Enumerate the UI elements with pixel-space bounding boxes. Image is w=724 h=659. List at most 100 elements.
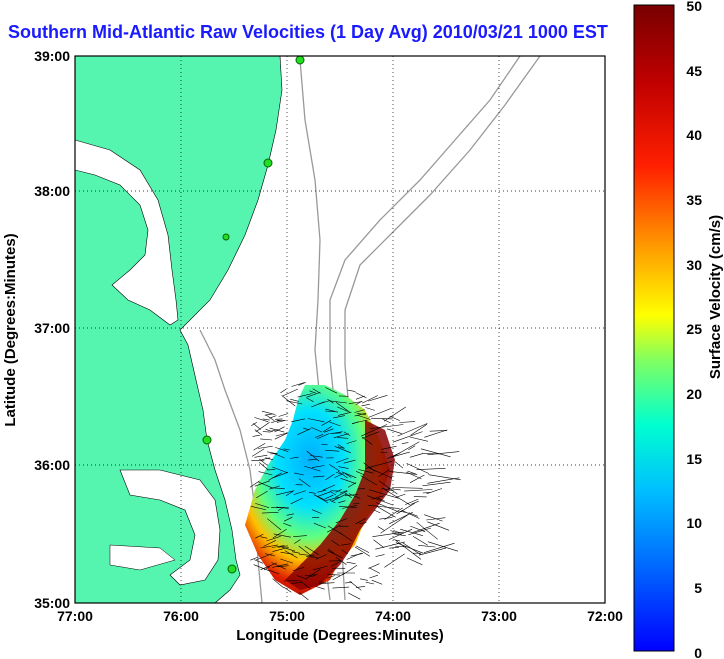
x-tick-label: 76:00 <box>163 608 199 624</box>
velocity-vector <box>413 522 440 533</box>
velocity-vector <box>336 457 349 463</box>
velocity-vector <box>327 524 341 533</box>
velocity-vector <box>275 490 294 496</box>
velocity-vectors <box>249 382 461 601</box>
velocity-vector <box>368 563 380 569</box>
velocity-vector <box>335 471 342 475</box>
velocity-vector <box>391 441 420 458</box>
velocity-vector <box>358 469 374 474</box>
velocity-vector <box>306 556 318 558</box>
velocity-vector <box>410 525 426 533</box>
velocity-vector <box>416 468 446 470</box>
velocity-vector <box>361 436 373 445</box>
velocity-vector <box>314 434 324 438</box>
colorbar-tick: 5 <box>694 580 702 596</box>
velocity-vector <box>355 401 363 406</box>
velocity-vector <box>332 572 346 581</box>
velocity-vector <box>406 463 430 474</box>
velocity-vector <box>409 453 423 458</box>
velocity-vector <box>290 398 299 402</box>
x-tick-label: 74:00 <box>375 608 411 624</box>
velocity-vector <box>265 457 274 461</box>
velocity-vector <box>277 545 288 548</box>
velocity-vector <box>272 547 289 552</box>
velocity-vector <box>267 451 277 454</box>
velocity-vector <box>325 410 335 412</box>
velocity-vector <box>418 545 436 548</box>
velocity-vector <box>268 472 282 481</box>
velocity-vector <box>303 427 310 431</box>
velocity-vector <box>378 469 390 477</box>
velocity-vector <box>255 422 270 433</box>
velocity-vector <box>369 574 378 579</box>
velocity-vector <box>337 406 348 412</box>
velocity-vector <box>372 531 404 537</box>
velocity-vector <box>290 456 299 459</box>
velocity-vector <box>306 450 320 462</box>
velocity-vector <box>368 567 381 574</box>
velocity-vector <box>327 398 334 404</box>
velocity-vector <box>311 401 325 408</box>
velocity-vector <box>388 528 413 540</box>
velocity-vector <box>323 428 334 433</box>
velocity-vector <box>296 575 308 580</box>
velocity-vector <box>386 428 402 434</box>
velocity-vector <box>325 408 339 413</box>
velocity-vector <box>271 419 282 423</box>
colorbar-tick: 35 <box>686 192 702 208</box>
velocity-vector <box>381 445 397 450</box>
velocity-vector <box>319 581 327 583</box>
velocity-vector <box>365 581 375 585</box>
x-tick-label: 77:00 <box>57 608 93 624</box>
velocity-vector <box>340 477 357 484</box>
velocity-vector <box>297 393 313 398</box>
velocity-vector <box>361 431 380 439</box>
velocity-vector <box>341 543 351 546</box>
velocity-vector <box>329 400 347 404</box>
map-plot-area <box>75 56 605 603</box>
velocity-vector <box>272 578 284 589</box>
velocity-vector <box>427 541 458 552</box>
velocity-vector <box>338 500 346 504</box>
velocity-vector <box>343 459 356 464</box>
velocity-vector <box>290 497 303 505</box>
velocity-vector <box>399 510 407 513</box>
velocity-vector <box>254 559 264 564</box>
velocity-vector <box>379 517 393 520</box>
velocity-vector <box>281 395 296 407</box>
velocity-vector <box>376 497 385 502</box>
velocity-vector <box>321 420 332 426</box>
velocity-vector <box>316 433 330 440</box>
velocity-vector <box>347 592 361 600</box>
velocity-vector <box>315 554 328 560</box>
velocity-vector <box>269 570 280 575</box>
y-tick-label: 36:00 <box>34 457 70 473</box>
velocity-vector <box>384 507 403 520</box>
velocity-vector <box>330 431 343 435</box>
velocity-vector <box>291 418 306 423</box>
velocity-vector <box>334 490 348 498</box>
velocity-vector <box>337 470 348 479</box>
velocity-vector <box>276 420 286 423</box>
x-tick-label: 75:00 <box>269 608 305 624</box>
velocity-vector <box>258 481 274 489</box>
velocity-vector <box>254 417 269 423</box>
velocity-vector <box>274 426 285 433</box>
velocity-vector <box>426 488 442 495</box>
velocity-vector <box>278 413 289 417</box>
velocity-vector <box>298 545 312 557</box>
velocity-vector <box>258 471 273 476</box>
velocity-vector <box>329 491 336 496</box>
velocity-vector <box>309 390 316 394</box>
velocity-vector <box>418 547 446 556</box>
velocity-vector <box>404 489 433 492</box>
colorbar-tick: 45 <box>686 63 702 79</box>
velocity-vector <box>327 574 341 576</box>
velocity-vector <box>273 453 285 459</box>
y-tick-label: 38:00 <box>34 183 70 199</box>
velocity-vector <box>284 550 298 559</box>
velocity-vector <box>280 558 293 564</box>
velocity-vector <box>254 454 268 458</box>
velocity-vector <box>255 503 270 508</box>
colorbar-tick: 30 <box>686 257 702 273</box>
